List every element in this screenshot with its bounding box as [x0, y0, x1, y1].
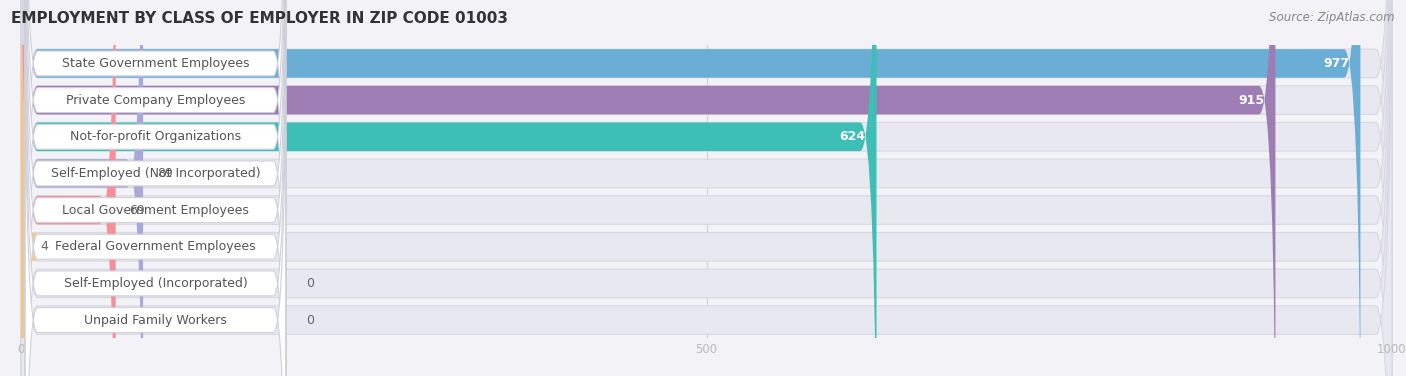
FancyBboxPatch shape — [21, 0, 1392, 376]
FancyBboxPatch shape — [21, 0, 1392, 376]
Text: Private Company Employees: Private Company Employees — [66, 94, 245, 107]
FancyBboxPatch shape — [25, 3, 285, 376]
FancyBboxPatch shape — [21, 0, 115, 376]
Text: Source: ZipAtlas.com: Source: ZipAtlas.com — [1270, 11, 1395, 24]
Text: 0: 0 — [307, 314, 314, 327]
FancyBboxPatch shape — [21, 0, 143, 376]
Text: 89: 89 — [157, 167, 173, 180]
Text: State Government Employees: State Government Employees — [62, 57, 249, 70]
FancyBboxPatch shape — [10, 0, 38, 376]
Text: Not-for-profit Organizations: Not-for-profit Organizations — [70, 130, 240, 143]
Text: Self-Employed (Not Incorporated): Self-Employed (Not Incorporated) — [51, 167, 260, 180]
Text: 4: 4 — [41, 240, 48, 253]
FancyBboxPatch shape — [25, 0, 285, 376]
Text: Local Government Employees: Local Government Employees — [62, 203, 249, 217]
FancyBboxPatch shape — [21, 0, 876, 376]
FancyBboxPatch shape — [25, 0, 285, 376]
Text: 69: 69 — [129, 203, 145, 217]
FancyBboxPatch shape — [25, 0, 285, 376]
Text: EMPLOYMENT BY CLASS OF EMPLOYER IN ZIP CODE 01003: EMPLOYMENT BY CLASS OF EMPLOYER IN ZIP C… — [11, 11, 508, 26]
FancyBboxPatch shape — [25, 0, 285, 376]
Text: Federal Government Employees: Federal Government Employees — [55, 240, 256, 253]
FancyBboxPatch shape — [21, 0, 1392, 376]
Text: Unpaid Family Workers: Unpaid Family Workers — [84, 314, 226, 327]
FancyBboxPatch shape — [25, 0, 285, 376]
FancyBboxPatch shape — [21, 0, 1392, 376]
FancyBboxPatch shape — [21, 0, 1275, 376]
Text: Self-Employed (Incorporated): Self-Employed (Incorporated) — [63, 277, 247, 290]
FancyBboxPatch shape — [21, 0, 1392, 376]
Text: 977: 977 — [1323, 57, 1350, 70]
Text: 915: 915 — [1239, 94, 1264, 107]
FancyBboxPatch shape — [21, 0, 1392, 376]
FancyBboxPatch shape — [25, 0, 285, 376]
FancyBboxPatch shape — [21, 0, 1392, 376]
FancyBboxPatch shape — [21, 0, 1392, 376]
Text: 624: 624 — [839, 130, 866, 143]
FancyBboxPatch shape — [25, 0, 285, 376]
FancyBboxPatch shape — [21, 0, 1361, 376]
Text: 0: 0 — [307, 277, 314, 290]
